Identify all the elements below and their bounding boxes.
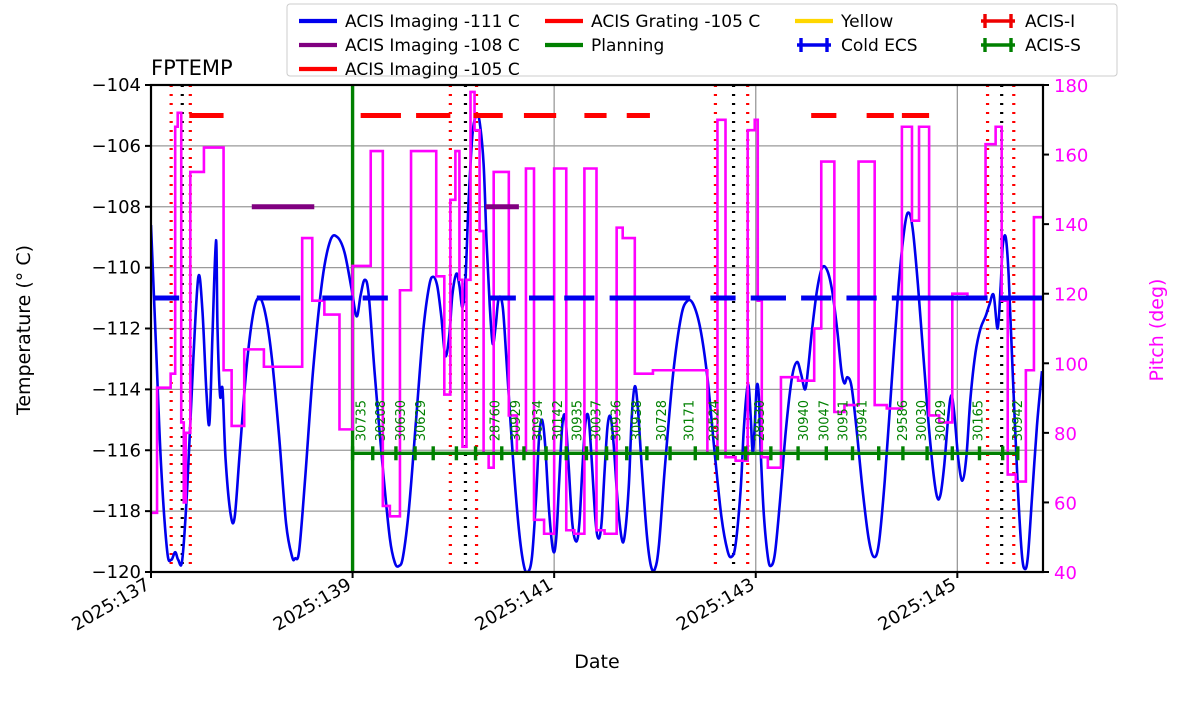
obsid-label: 30142 [551,400,566,441]
y-tick-label: −116 [92,440,141,461]
obsid-label: 30938 [630,400,645,441]
legend-frame [286,3,1118,77]
y2-tick-label: 140 [1054,215,1088,236]
legend-item[interactable]: ACIS Imaging -111 C [299,12,520,32]
obsid-label: 30029 [934,400,949,441]
legend-item[interactable]: Yellow [795,12,893,32]
y-tick-label: −106 [92,136,141,157]
legend-label: ACIS Imaging -105 C [345,60,520,80]
legend-label: Cold ECS [841,36,918,56]
obsid-label: 30735 [355,400,370,441]
legend-label: ACIS Grating -105 C [591,12,760,32]
y2-tick-label: 40 [1054,563,1077,584]
y-tick-label: −120 [92,562,141,583]
page-title: FPTEMP [151,56,233,80]
obsid-label: 30728 [655,400,670,441]
obsid-label: 30630 [394,400,409,441]
obsid-label: 30165 [972,400,987,441]
data-series-layer [151,90,1043,572]
y-tick-label: −114 [92,379,141,400]
obsid-label: 30929 [509,400,524,441]
obsid-label: 30047 [817,400,832,441]
y-tick-label: −112 [92,319,141,340]
obsid-label: 30941 [856,400,871,441]
legend-label: ACIS-S [1025,36,1081,56]
obsid-labels-layer: 30735 30208 30630 30629 28760 30929 30934 30142… [355,400,1026,441]
obsid-label: 30951 [836,400,851,441]
legend-item[interactable]: Planning [545,36,664,56]
obsid-label: 28524 [707,400,722,441]
obsid-label: 30208 [374,400,389,441]
legend-label: ACIS Imaging -108 C [345,36,520,56]
obsid-label: 30030 [915,400,930,441]
legend-label: Yellow [840,12,893,32]
obsid-label: 30936 [610,400,625,441]
y-tick-label: −104 [92,75,141,96]
y-tick-label: −110 [92,258,141,279]
obsid-label: 28760 [489,400,504,441]
obsid-label: 30942 [1011,400,1026,441]
y2-tick-label: 80 [1054,424,1077,445]
legend-item[interactable]: ACIS-I [981,12,1075,32]
y-tick-label: −118 [92,501,141,522]
obsid-label: 30171 [682,400,697,441]
legend-label: ACIS Imaging -111 C [345,12,520,32]
legend-item[interactable]: ACIS Imaging -108 C [299,36,520,56]
series-line-fptemp [151,113,1043,572]
y2-tick-label: 60 [1054,493,1077,514]
y2-tick-label: 180 [1054,76,1088,97]
legend: ACIS Imaging -111 C ACIS Imaging -108 C AC… [286,3,1118,80]
obsid-label: 30940 [797,400,812,441]
obsid-label: 30037 [590,400,605,441]
x-axis-label: Date [574,651,619,673]
obsid-label: 30934 [531,400,546,441]
obsid-label: 28530 [753,400,768,441]
legend-label: Planning [591,36,664,56]
obsid-label: 30935 [570,400,585,441]
legend-label: ACIS-I [1025,12,1075,32]
y2-tick-label: 160 [1054,146,1088,167]
obsid-label: 30629 [414,400,429,441]
legend-item[interactable]: ACIS-S [981,36,1081,56]
y-tick-label: −108 [92,197,141,218]
legend-item[interactable]: ACIS Imaging -105 C [299,60,520,80]
axes-layer [145,83,1049,578]
series-line-pitch [151,90,1043,536]
acis-s-bar-layer [350,446,1020,461]
legend-item[interactable]: ACIS Grating -105 C [545,12,760,32]
y2-tick-label: 120 [1054,285,1088,306]
y2-tick-label: 100 [1054,354,1088,375]
obsid-label: 29586 [896,400,911,441]
legend-item[interactable]: Cold ECS [797,36,918,56]
limit-lines-layer [154,112,1043,301]
y2-axis-label: Pitch (deg) [1146,279,1168,382]
y-axis-label: Temperature (° C) [13,245,35,416]
